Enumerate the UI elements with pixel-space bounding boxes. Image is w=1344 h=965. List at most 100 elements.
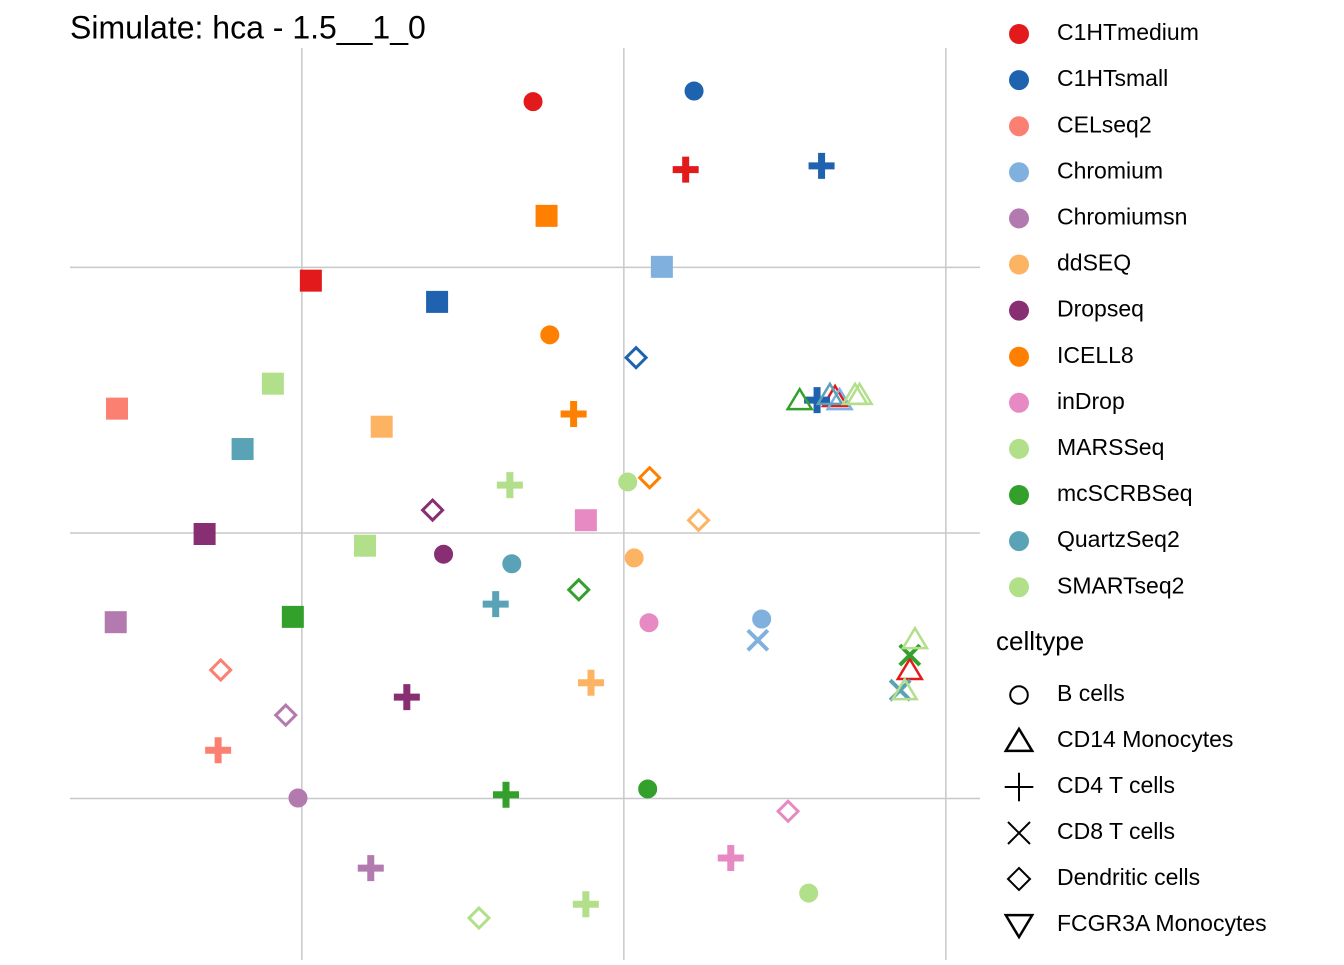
legend-swatch [1009, 531, 1029, 552]
point [420, 497, 445, 523]
legend-label: CD14 Monocytes [1057, 726, 1233, 752]
point [208, 657, 233, 683]
point [785, 386, 814, 411]
legend-swatch [1009, 577, 1029, 598]
point [623, 345, 649, 370]
point [566, 577, 591, 602]
point [638, 779, 658, 799]
point [426, 290, 449, 313]
legend-label: Chromium [1057, 157, 1163, 183]
point [624, 548, 644, 568]
legend-symbol [1003, 726, 1035, 753]
point [393, 684, 420, 711]
point [299, 269, 322, 292]
legend-label: mcSCRBSeq [1057, 480, 1192, 506]
legend-swatch [1009, 300, 1029, 321]
point [799, 883, 819, 903]
point [686, 508, 711, 533]
point [535, 204, 558, 227]
point [572, 891, 599, 918]
legend-label: CELseq2 [1057, 111, 1152, 137]
legend-label: ICELL8 [1057, 342, 1134, 368]
point [820, 383, 850, 408]
point [231, 438, 254, 461]
legend-symbol [1009, 685, 1029, 705]
point [205, 737, 232, 764]
point [482, 591, 509, 618]
legend-swatch [1009, 438, 1029, 459]
point [672, 156, 699, 183]
legend-symbol [1003, 913, 1035, 940]
point [752, 609, 772, 629]
point [808, 152, 835, 179]
point [281, 605, 304, 628]
legend-swatch [1009, 24, 1029, 44]
legend-label: CD4 T cells [1057, 772, 1175, 798]
point [523, 92, 543, 112]
point [106, 397, 129, 420]
point [560, 400, 587, 427]
point [434, 544, 454, 564]
point [637, 465, 662, 490]
point [650, 255, 673, 278]
point [493, 781, 520, 808]
point [717, 845, 744, 872]
point [574, 509, 597, 532]
legend-label: CD8 T cells [1057, 818, 1175, 844]
point [684, 81, 704, 101]
legend-symbol [1007, 821, 1031, 845]
legend-swatch [1009, 254, 1029, 275]
point [895, 656, 925, 681]
point [273, 703, 298, 728]
legend-symbol [1006, 866, 1032, 892]
point [578, 669, 605, 696]
points [104, 81, 930, 931]
legend-swatch [1009, 485, 1029, 505]
point [288, 788, 308, 808]
legend-label: MARSSeq [1057, 434, 1164, 460]
grid [70, 48, 980, 960]
point [357, 855, 384, 882]
legend-label: B cells [1057, 680, 1125, 706]
legend-label: QuartzSeq2 [1057, 526, 1180, 552]
point [815, 381, 845, 406]
legend-label: C1HTsmall [1057, 65, 1168, 91]
legend-swatch [1009, 346, 1029, 367]
point [639, 613, 659, 633]
point [845, 381, 874, 406]
point [840, 381, 870, 406]
point [104, 611, 127, 634]
point [618, 472, 638, 492]
chart-title: Simulate: hca - 1.5__1_0 [70, 9, 426, 45]
point [496, 472, 523, 499]
legend-label: SMARTseq2 [1057, 572, 1184, 598]
point [370, 415, 393, 438]
legend-label: Dendritic cells [1057, 864, 1200, 890]
point [353, 534, 376, 557]
legend-swatch [1009, 208, 1029, 229]
legend-title: celltype [996, 626, 1084, 656]
legend-swatch [1009, 162, 1029, 183]
legend-label: FCGR3A Monocytes [1057, 910, 1267, 936]
legend-label: inDrop [1057, 388, 1125, 414]
legend-label: Dropseq [1057, 296, 1144, 322]
point [746, 628, 770, 652]
legend-swatch [1009, 392, 1029, 413]
legend-label: Chromiumsn [1057, 203, 1187, 229]
point [466, 905, 492, 931]
point [804, 387, 831, 414]
point [890, 676, 919, 701]
point [193, 523, 216, 546]
legend-label: ddSEQ [1057, 250, 1131, 276]
legend-swatch [1009, 70, 1029, 91]
point [502, 554, 522, 574]
point [900, 625, 930, 650]
point [261, 372, 284, 395]
legend-swatch [1009, 116, 1029, 137]
legend-symbol [1004, 772, 1034, 802]
legend-label: C1HTmedium [1057, 19, 1199, 45]
point [775, 799, 801, 824]
point [540, 325, 560, 345]
